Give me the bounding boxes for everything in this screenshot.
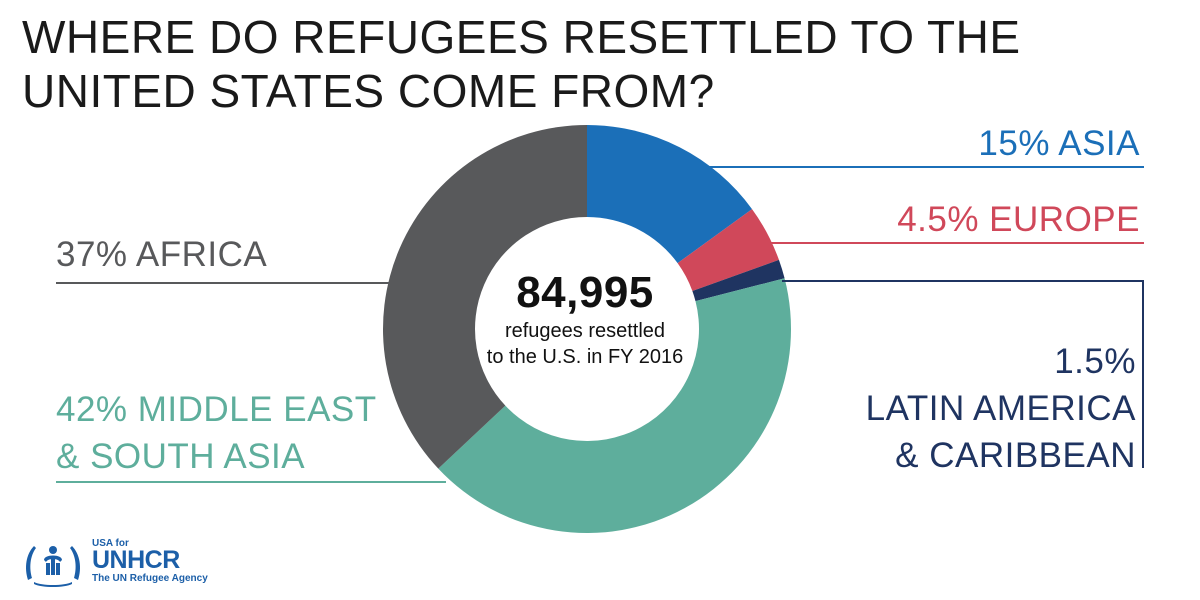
leader-africa [56,282,392,284]
label-europe: 4.5% EUROPE [897,200,1140,239]
label-africa: 37% AFRICA [56,235,268,274]
label-latam-line-1: 1.5% [1054,342,1136,381]
label-mideast-line-2: & SOUTH ASIA [56,437,306,476]
slice-europe [677,209,779,292]
logo-main-text: UNHCR [92,546,180,574]
leader-latam [782,280,1144,282]
title-line-1: WHERE DO REFUGEES RESETTLED TO THE [22,11,1021,63]
unhcr-logo: USA for UNHCR The UN Refugee Agency [22,538,208,588]
logo-sub-text: The UN Refugee Agency [92,573,208,584]
center-total: 84,995 [516,268,654,317]
slice-asia [587,125,753,264]
leader-latam-vertical [1142,280,1144,468]
logo-top-text: USA for [92,538,129,549]
leader-asia [686,166,1144,168]
label-asia: 15% ASIA [978,124,1140,163]
label-latam-line-2: LATIN AMERICA [865,389,1136,428]
leader-mideast [56,481,446,483]
leader-europe [770,242,1144,244]
slice-middle-east-south-asia [438,278,791,533]
center-caption-line-1: refugees resettled [504,320,666,342]
page-title: WHERE DO REFUGEES RESETTLED TO THE UNITE… [22,10,1022,118]
title-line-2: UNITED STATES COME FROM? [22,65,715,117]
label-latam-line-3: & CARIBBEAN [895,436,1136,475]
slice-latin-america-caribbean [692,259,785,302]
unhcr-emblem-icon [26,546,80,587]
center-caption-line-2: to the U.S. in FY 2016 [486,346,684,368]
slice-africa [383,125,587,469]
label-mideast-line-1: 42% MIDDLE EAST [56,390,377,429]
